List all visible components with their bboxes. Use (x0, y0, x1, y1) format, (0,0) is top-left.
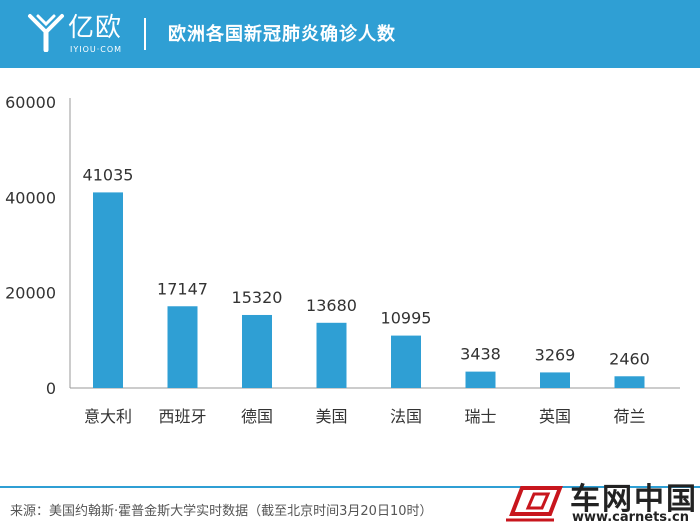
bar (242, 314, 272, 388)
x-tick-label: 法国 (390, 407, 422, 426)
bar (93, 192, 123, 388)
bar-value-label: 3269 (535, 345, 576, 364)
carnets-logo-icon (506, 486, 563, 522)
x-tick-label: 荷兰 (613, 407, 645, 426)
footer-divider (0, 486, 700, 488)
bar-value-label: 17147 (157, 279, 208, 298)
logo-text: 亿欧 (68, 13, 123, 43)
y-tick-label: 20000 (5, 284, 56, 303)
bar-value-label: 2460 (609, 349, 650, 368)
y-tick-label: 60000 (5, 93, 56, 112)
bar (167, 306, 198, 388)
header-banner: 亿欧 IYIOU·COM 欧洲各国新冠肺炎确诊人数 (0, 0, 700, 68)
yiou-logo-icon (28, 14, 64, 52)
x-tick-label: 西班牙 (158, 407, 206, 426)
x-tick-label: 意大利 (84, 407, 132, 426)
header-divider (144, 18, 146, 50)
bar (540, 372, 570, 388)
bar-value-label: 13680 (306, 296, 357, 315)
x-tick-label: 德国 (241, 407, 273, 426)
bar-value-label: 10995 (381, 309, 432, 328)
watermark-name: 车网中国 (570, 482, 698, 517)
bar-chart: 0 20000 40000 60000 41035 意大利 17147 西班牙 15320 德国 1… (5, 93, 680, 426)
bar-value-label: 3438 (460, 345, 501, 364)
x-tick-label: 英国 (539, 407, 571, 426)
bar-value-label: 41035 (83, 165, 134, 184)
y-tick-label: 0 (46, 379, 56, 398)
x-tick-label: 瑞士 (464, 407, 496, 426)
bar (614, 376, 645, 388)
logo-subtext: IYIOU·COM (70, 45, 123, 54)
bar (465, 371, 496, 388)
chart-title: 欧洲各国新冠肺炎确诊人数 (168, 24, 396, 45)
x-tick-label: 美国 (315, 407, 347, 426)
y-tick-label: 40000 (5, 188, 56, 207)
bar (316, 322, 347, 388)
source-note: 来源：美国约翰斯·霍普金斯大学实时数据（截至北京时间3月20日10时） (10, 504, 433, 519)
bar (391, 335, 421, 388)
watermark-url: www.carnets.cn (572, 510, 689, 525)
bar-value-label: 15320 (232, 288, 283, 307)
